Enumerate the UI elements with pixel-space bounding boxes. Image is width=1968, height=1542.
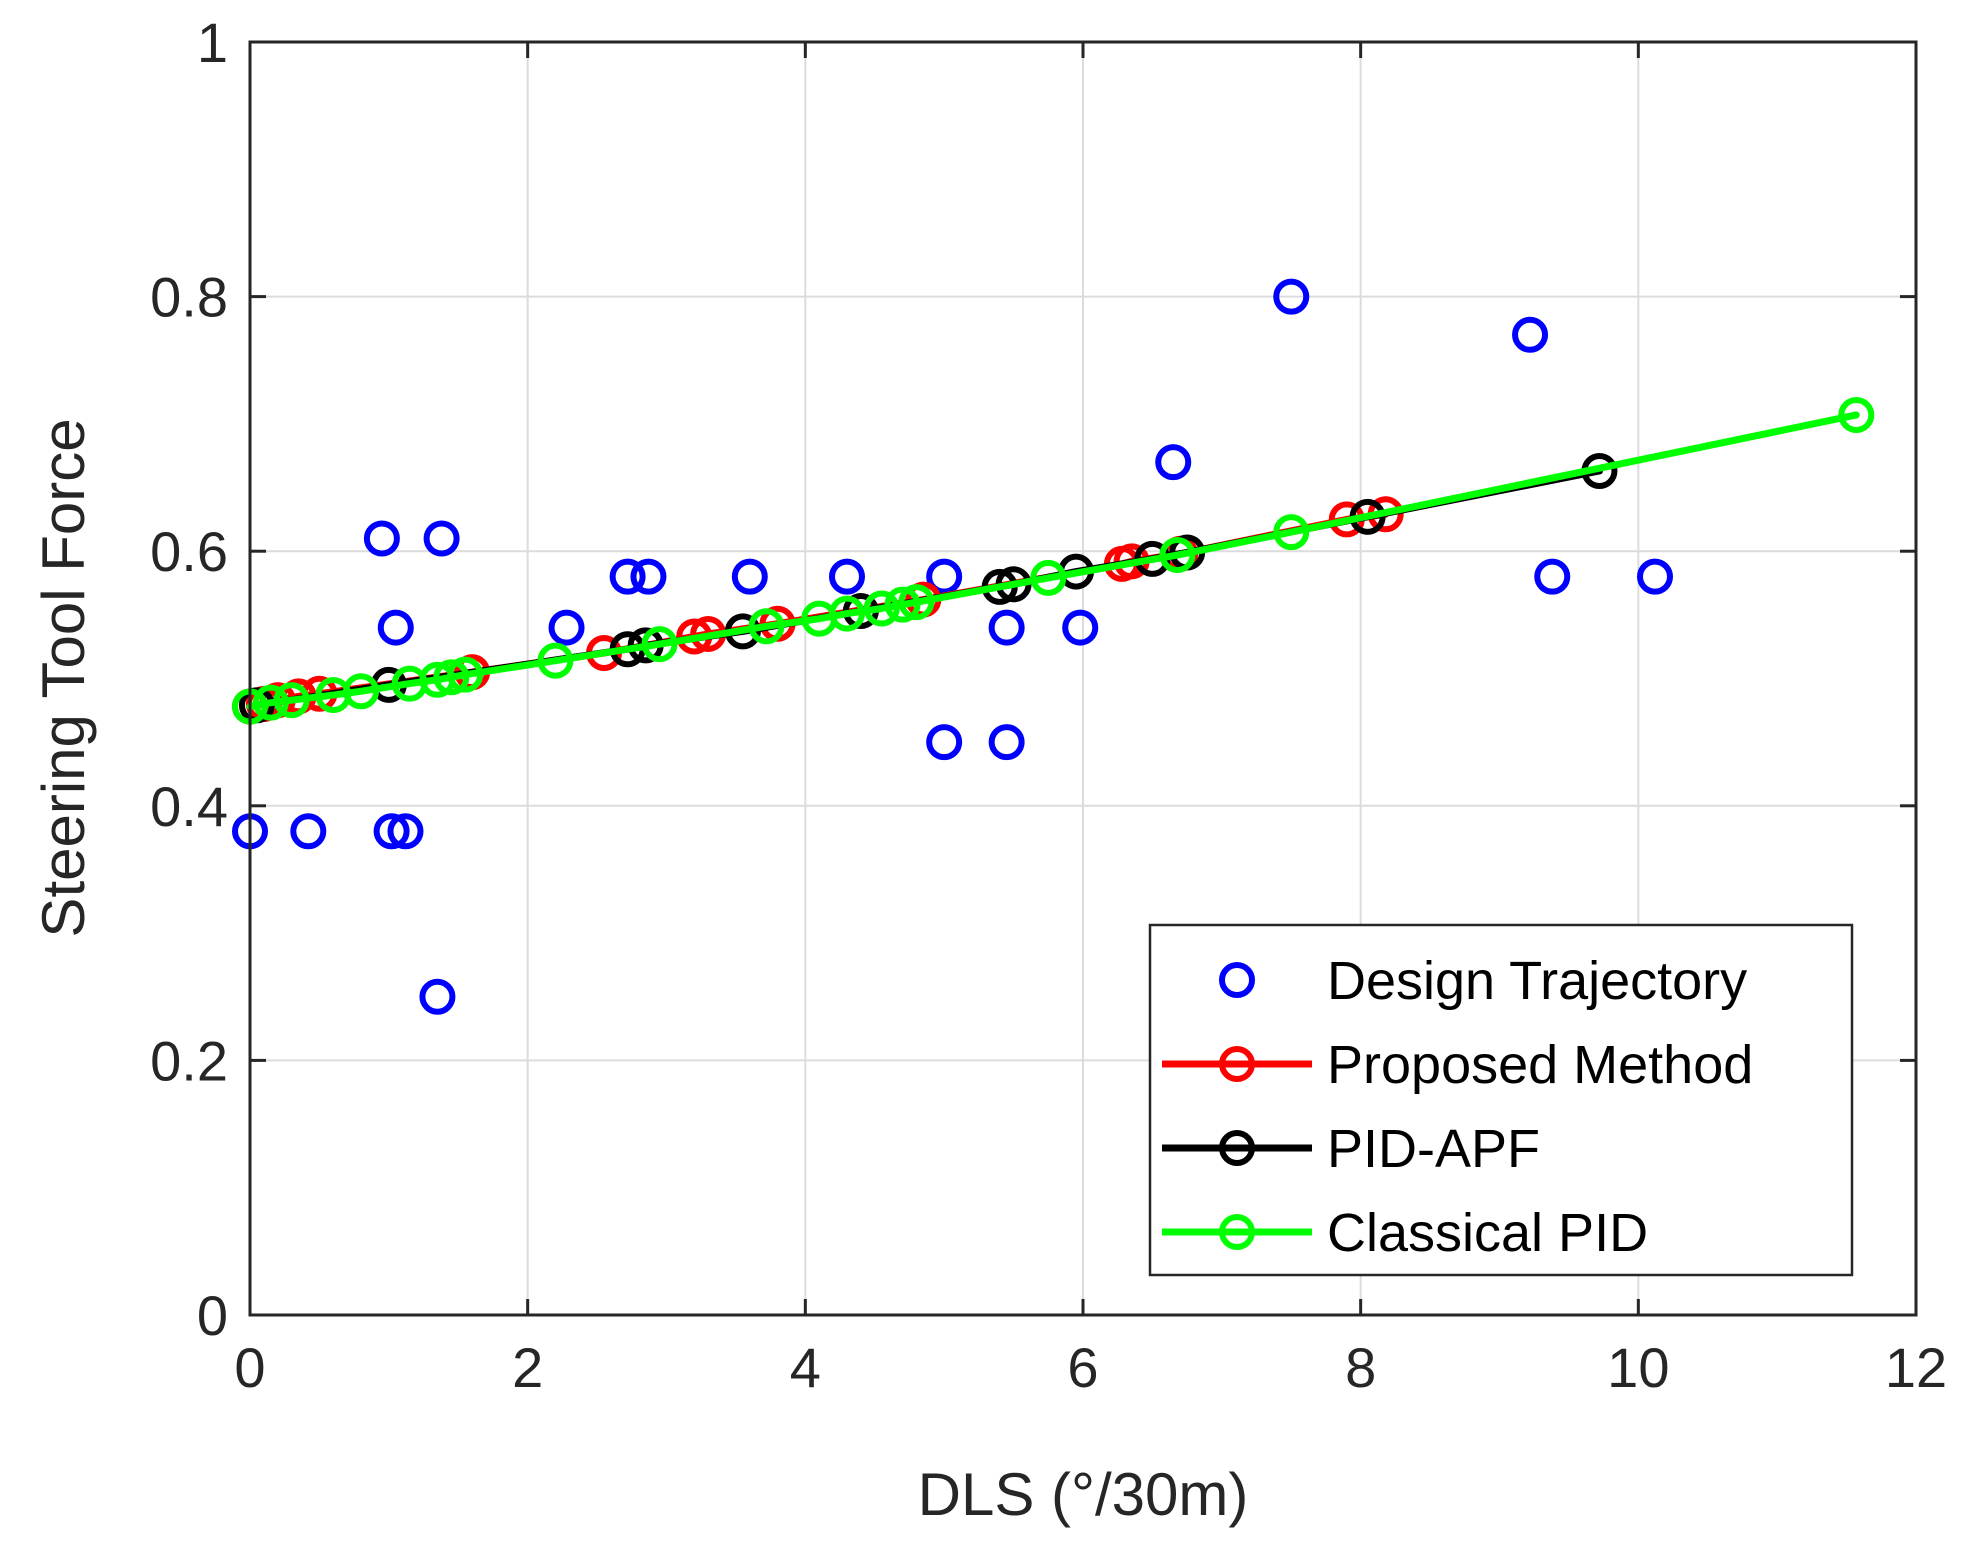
data-point: [641, 626, 678, 663]
y-tick-label: 0.6: [150, 520, 228, 583]
data-point: [1534, 558, 1571, 595]
data-point: [343, 673, 380, 710]
data-point: [433, 659, 470, 696]
data-point: [273, 682, 310, 719]
data-point: [377, 609, 414, 646]
x-tick-label: 10: [1607, 1336, 1669, 1399]
series-3: [232, 396, 1875, 725]
x-tick-label: 4: [790, 1336, 821, 1399]
data-point: [1159, 537, 1196, 574]
data-point: [988, 724, 1025, 761]
ticks: 0 2 4 6 8 10 12 0 0.2 0.4 0.6 0.8 1: [150, 11, 1947, 1399]
x-tick-label: 8: [1345, 1336, 1376, 1399]
data-point: [898, 584, 935, 621]
data-point: [609, 558, 646, 595]
legend-label: PID-APF: [1327, 1119, 1540, 1179]
y-tick-label: 1: [197, 11, 228, 74]
legend-item: Proposed Method: [1162, 1035, 1753, 1095]
data-point: [548, 609, 585, 646]
data-point: [828, 558, 865, 595]
legend-label: Classical PID: [1327, 1203, 1648, 1263]
x-tick-label: 6: [1067, 1336, 1098, 1399]
legend-marker-swatch: [1219, 962, 1255, 998]
data-point: [863, 590, 900, 627]
data-point: [423, 520, 460, 557]
legend-marker-swatch: [1219, 1130, 1255, 1166]
data-point: [447, 656, 484, 693]
data-point: [537, 642, 574, 679]
legend-label: Proposed Method: [1327, 1035, 1753, 1095]
data-point: [926, 558, 963, 595]
data-point: [1512, 316, 1549, 353]
x-axis-label: DLS (°/30m): [918, 1461, 1249, 1528]
y-tick-label: 0.4: [150, 775, 228, 838]
legend-marker-swatch: [1219, 1046, 1255, 1082]
data-point: [988, 609, 1025, 646]
data-point: [363, 520, 400, 557]
legend-item: Design Trajectory: [1219, 951, 1747, 1011]
data-point: [1273, 278, 1310, 315]
data-point: [1062, 609, 1099, 646]
legend-box: [1148, 923, 1854, 1277]
data-point: [1838, 396, 1875, 433]
data-point: [828, 595, 865, 632]
data-point: [419, 978, 456, 1015]
data-point: [373, 813, 410, 850]
series-line: [246, 411, 1860, 711]
data-point: [387, 813, 424, 850]
y-tick-label: 0.2: [150, 1029, 228, 1092]
legend-marker-swatch: [1219, 1214, 1255, 1250]
data-point: [630, 558, 667, 595]
legend-label: Design Trajectory: [1327, 951, 1747, 1011]
data-point: [926, 724, 963, 761]
x-tick-label: 0: [234, 1336, 265, 1399]
data-point: [1155, 444, 1192, 481]
x-tick-label: 2: [512, 1336, 543, 1399]
data-point: [1030, 559, 1067, 596]
series-layer: [232, 278, 1875, 1015]
y-tick-label: 0: [197, 1284, 228, 1347]
x-tick-label: 12: [1885, 1336, 1947, 1399]
data-point: [252, 684, 289, 721]
legend-item: PID-APF: [1162, 1119, 1540, 1179]
legend: Design Trajectory Proposed Method PID-APF C…: [1148, 923, 1854, 1277]
data-point: [884, 586, 921, 623]
data-point: [1636, 558, 1673, 595]
series-0: [232, 278, 1673, 1015]
legend-item: Classical PID: [1162, 1203, 1648, 1263]
y-axis-label: Steering Tool Force: [30, 418, 97, 937]
data-point: [1273, 514, 1310, 551]
data-point: [290, 813, 327, 850]
data-point: [731, 558, 768, 595]
data-point: [748, 608, 785, 645]
y-tick-label: 0.8: [150, 266, 228, 329]
